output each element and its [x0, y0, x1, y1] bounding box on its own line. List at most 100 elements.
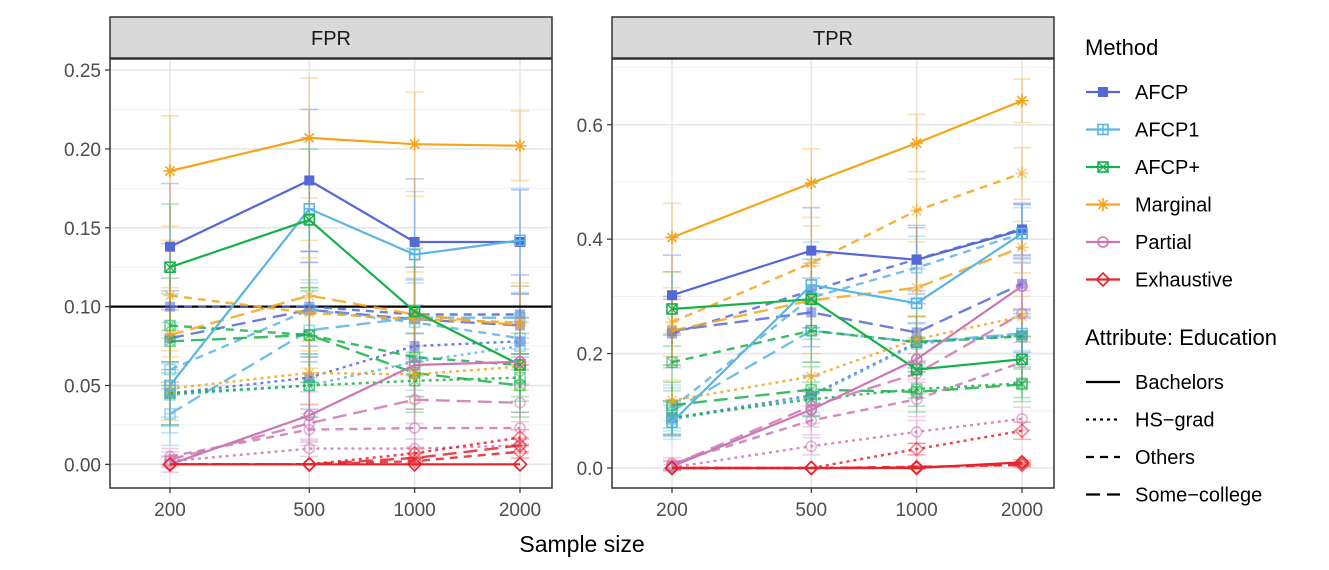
data-point — [1015, 240, 1029, 254]
data-point — [804, 176, 818, 190]
data-point — [407, 445, 423, 461]
legend-item-label: Partial — [1135, 232, 1192, 254]
series-line-afcp1-others — [169, 308, 521, 371]
legend-item-afcp1: AFCP1 — [1086, 120, 1199, 142]
data-point — [910, 353, 923, 366]
legend-item-label: AFCP1 — [1135, 120, 1199, 142]
data-point — [302, 306, 316, 320]
panel-background — [110, 59, 552, 488]
series-line-afcp-some-college — [671, 282, 1023, 334]
x-tick-label: 1000 — [393, 500, 435, 521]
panel-fpr: FPR 0.00 0.05 0.10 0.15 0.20 0.25 200 500 1000 20… — [64, 16, 553, 521]
series-line-afcp1-bachelors — [671, 232, 1023, 423]
series-line-afcp-plus-bachelors — [169, 218, 521, 366]
data-point — [909, 441, 925, 457]
series-line-afcp-bachelors — [671, 228, 1023, 297]
series-line-afcp-others — [170, 305, 520, 316]
y-tick-label: 0.4 — [577, 230, 604, 251]
series-line-partial-some-college — [169, 398, 521, 461]
data-point — [408, 248, 421, 261]
x-tick-label: 2000 — [499, 500, 541, 521]
series-line-partial-hs-grad — [671, 417, 1023, 469]
x-tick-label: 2000 — [1001, 500, 1043, 521]
data-point — [1015, 94, 1029, 108]
legend-item-label: Others — [1135, 447, 1195, 469]
data-point — [910, 281, 924, 295]
data-point — [1016, 227, 1028, 240]
data-point — [805, 383, 818, 396]
series-line-marginal-hs-grad — [169, 365, 521, 390]
data-point — [409, 236, 420, 247]
panel-tpr: TPR 0.0 0.2 0.4 0.6 200 500 1000 2000 — [577, 16, 1055, 521]
panel-border — [109, 58, 553, 489]
series-line-afcp-plus-bachelors — [671, 298, 1023, 371]
data-point — [805, 403, 818, 416]
legend-attribute: Attribute: Education Bachelors HS−grad Oth… — [1085, 325, 1277, 507]
legend-item-label: Exhaustive — [1135, 270, 1233, 292]
data-point — [164, 450, 176, 463]
data-point — [1016, 353, 1028, 366]
legend-key-marker — [1095, 271, 1111, 288]
data-point — [514, 379, 526, 392]
series-line-partial-others — [169, 426, 520, 458]
data-point — [666, 356, 678, 368]
x-tick-label: 500 — [795, 500, 827, 521]
panel-fpr-strip — [109, 16, 553, 59]
data-point — [164, 408, 176, 420]
data-point — [514, 356, 526, 368]
data-point — [301, 456, 317, 472]
data-point — [803, 460, 819, 476]
y-tick-label: 0.20 — [64, 140, 101, 161]
data-point — [408, 367, 422, 381]
data-point — [665, 230, 679, 244]
series-line-afcp1-some-college — [671, 329, 1023, 412]
data-point — [665, 324, 679, 338]
data-point — [303, 329, 316, 341]
y-tick-label: 0.15 — [64, 219, 101, 240]
legend-item-partial: Partial — [1086, 232, 1192, 254]
data-point — [910, 136, 924, 150]
data-point — [409, 341, 420, 352]
legend-method: Method AFCP AFCP1 AFCP+ Marginal Partial Exha… — [1085, 35, 1233, 292]
data-point — [1016, 307, 1028, 320]
series-line-afcp-plus-others — [671, 329, 1023, 364]
data-point — [909, 460, 925, 476]
legend-item-afcp-plus: AFCP+ — [1086, 157, 1200, 179]
data-point — [163, 164, 177, 178]
data-point — [303, 423, 316, 436]
legend-item-exhaustive: Exhaustive — [1086, 270, 1233, 292]
y-tick-label: 0.00 — [64, 455, 101, 476]
legend-key-marker — [1097, 161, 1109, 173]
y-tick-label: 0.6 — [577, 116, 603, 137]
panel-background — [612, 59, 1054, 488]
data-point — [164, 363, 176, 376]
series-line-exhaustive-bachelors — [672, 461, 1023, 470]
legend-item-education-0: Bachelors — [1086, 372, 1224, 394]
data-point — [664, 460, 680, 476]
data-point — [1014, 454, 1030, 470]
legend-key-marker — [1097, 123, 1109, 136]
data-point — [805, 414, 818, 427]
data-point — [805, 293, 818, 306]
data-point — [1017, 278, 1027, 289]
data-point — [303, 409, 316, 422]
data-point — [804, 256, 818, 270]
data-point — [805, 324, 818, 337]
data-point — [512, 456, 528, 472]
data-point — [514, 397, 526, 409]
legend-item-label: HS−grad — [1135, 410, 1215, 432]
data-point — [1016, 378, 1028, 391]
data-point — [303, 442, 316, 455]
y-tick-label: 0.10 — [64, 298, 101, 319]
data-point — [1016, 280, 1028, 292]
legend-item-label: Marginal — [1135, 195, 1212, 217]
panel-fpr-title: FPR — [311, 28, 351, 50]
data-point — [512, 437, 528, 454]
x-tick-label: 1000 — [895, 500, 937, 521]
data-point — [1015, 166, 1029, 180]
data-point — [408, 393, 421, 406]
legend-item-label: Some−college — [1135, 485, 1262, 507]
x-tick-label: 200 — [656, 500, 688, 521]
data-point — [666, 303, 678, 315]
